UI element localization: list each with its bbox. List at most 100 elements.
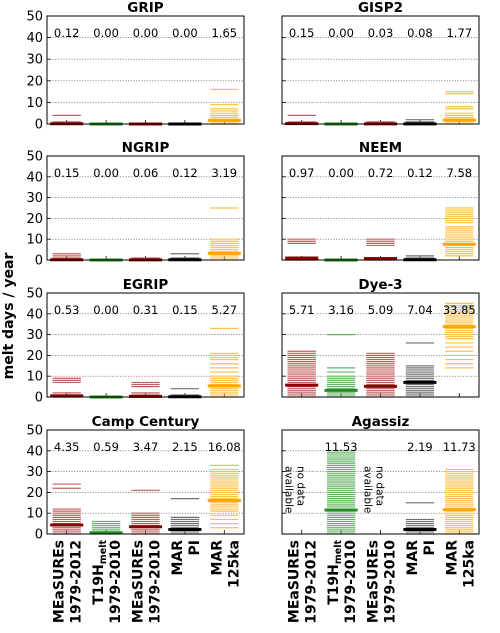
xtick-label-col1-4: MAR125ka [444,540,477,588]
panel-egrip: 0 10 20 30 40 50 0.53 0.00 0.31 0.15 5.27 EGRIP [26,277,245,406]
no-data-line2-agassiz-2: available [362,466,374,513]
ytick-label-grip-10: 10 [26,96,43,111]
mean-label-camp-century-1: 0.59 [93,440,119,454]
mean-label-camp-century-4: 16.08 [208,440,241,454]
panel-frame-egrip [46,292,245,398]
xtick-label-line2-col1-2: 1979-2010 [383,540,399,624]
xtick-label-col0-1: T19Hmelt1979-2010 [91,540,124,624]
xtick-label-col1-2: MEaSUREs1979-2010 [366,540,399,624]
no-data-line1-agassiz-0: no data [295,466,307,506]
ytick-label-egrip-10: 10 [26,370,43,385]
mean-label-neem-2: 0.72 [368,166,394,180]
xtick-label-line2-col1-1: 1979-2010 [343,540,359,624]
mean-label-grip-3: 0.00 [172,26,198,40]
xtick-label-line1-col1-3: MAR [405,540,421,576]
mean-label-egrip-2: 0.31 [133,303,159,317]
mean-label-gisp2-3: 0.08 [407,26,433,40]
mean-label-agassiz-4: 11.73 [443,440,476,454]
ytick-label-egrip-30: 30 [26,328,43,343]
mean-label-dye-3-0: 5.71 [289,303,315,317]
panel-title-camp-century: Camp Century [92,414,200,430]
no-data-label-agassiz-2: no dataavailable [362,466,386,513]
xtick-label-line2-col0-0: 1979-2012 [69,540,85,624]
panel-title-ngrip: NGRIP [122,140,170,156]
panel-neem: 0.97 0.00 0.72 0.12 7.58 NEEM [281,140,480,262]
xtick-label-line1-col1-1: T19H [326,564,342,605]
x-axis-labels: MEaSUREs1979-2012 T19Hmelt1979-2010 MEaSUR… [52,540,478,624]
xtick-label-line1-col0-2: MEaSUREs [131,540,147,623]
panel-grip: 0 10 20 30 40 50 0.12 0.00 0.00 0.00 1.65 GRIP [26,0,245,133]
xtick-label-line2-col0-2: 1979-2010 [148,540,164,624]
mean-label-camp-century-0: 4.35 [54,440,80,454]
xtick-label-line2-col1-4: 125ka [461,540,477,588]
xtick-label-col0-2: MEaSUREs1979-2010 [131,540,164,624]
panel-frame-grip [46,15,245,125]
ytick-label-camp-century-30: 30 [26,465,43,480]
ytick-label-camp-century-20: 20 [26,486,43,501]
mean-label-egrip-1: 0.00 [93,303,119,317]
panel-camp-century: 0 10 20 30 40 50 4.35 0.59 3.47 2.15 16.08 Camp Cen… [26,414,245,543]
xtick-label-col1-0: MEaSUREs1979-2012 [287,540,320,624]
mean-label-agassiz-3: 2.19 [407,440,433,454]
mean-label-ngrip-1: 0.00 [93,166,119,180]
panel-title-grip: GRIP [127,0,163,16]
xtick-label-line1-col0-0: MEaSUREs [52,540,68,623]
ytick-label-grip-50: 50 [26,10,43,25]
mean-label-grip-1: 0.00 [93,26,119,40]
panel-title-neem: NEEM [359,140,402,156]
panel-frame-ngrip [46,155,245,261]
mean-label-gisp2-0: 0.15 [289,26,315,40]
xtick-label-line1-col1-4: MAR [444,540,460,576]
xtick-label-col0-4: MAR125ka [209,540,242,588]
mean-label-grip-2: 0.00 [133,26,159,40]
ytick-label-ngrip-20: 20 [26,212,43,227]
mean-label-ngrip-4: 3.19 [211,166,237,180]
mean-label-agassiz-1: 11.53 [325,440,358,454]
xtick-label-line1-col1-0: MEaSUREs [287,540,303,623]
ytick-label-ngrip-40: 40 [26,170,43,185]
panel-gisp2: 0.15 0.00 0.03 0.08 1.77 GISP2 [281,0,480,126]
xtick-label-line1-col0-1: T19H [91,564,107,605]
mean-label-dye-3-1: 3.16 [328,303,354,317]
panel-title-dye-3: Dye-3 [358,277,402,293]
mean-label-camp-century-2: 3.47 [133,440,159,454]
ytick-label-grip-40: 40 [26,31,43,46]
panel-ngrip: 0 10 20 30 40 50 0.15 0.00 0.06 0.12 3.19 NGRIP [26,140,245,269]
xtick-label-line2-col0-1: 1979-2010 [108,540,124,624]
xtick-label-col0-3: MARPI [170,540,203,576]
mean-label-grip-0: 0.12 [54,26,80,40]
mean-label-camp-century-3: 2.15 [172,440,198,454]
panel-title-gisp2: GISP2 [358,0,403,16]
ytick-label-egrip-0: 0 [35,391,43,406]
xtick-label-line2-col0-4: 125ka [226,540,242,588]
ytick-label-grip-30: 30 [26,53,43,68]
mean-label-dye-3-4: 33.85 [443,303,476,317]
ytick-label-camp-century-50: 50 [26,424,43,439]
mean-label-gisp2-4: 1.77 [446,26,472,40]
panel-frame-camp-century [46,429,245,535]
panel-frame-gisp2 [281,15,480,125]
ytick-label-ngrip-30: 30 [26,191,43,206]
xtick-label-sub-col1-1: melt [333,540,344,565]
y-axis-label: melt days / year [1,253,17,380]
mean-label-dye-3-3: 7.04 [407,303,433,317]
ytick-label-camp-century-10: 10 [26,507,43,522]
ytick-label-egrip-40: 40 [26,307,43,322]
ytick-label-camp-century-40: 40 [26,444,43,459]
mean-label-gisp2-2: 0.03 [368,26,394,40]
ytick-label-ngrip-50: 50 [26,150,43,165]
xtick-label-sub-col0-1: melt [98,540,109,565]
mean-label-ngrip-3: 0.12 [172,166,198,180]
mean-label-dye-3-2: 5.09 [368,303,394,317]
panel-title-egrip: EGRIP [123,277,169,293]
ytick-label-egrip-50: 50 [26,287,43,302]
ytick-label-egrip-20: 20 [26,349,43,364]
mean-label-ngrip-2: 0.06 [133,166,159,180]
panel-frame-dye-3 [281,292,480,398]
xtick-label-col1-3: MARPI [405,540,438,576]
mean-label-egrip-3: 0.15 [172,303,198,317]
xtick-label-line2-col0-3: PI [187,540,203,555]
